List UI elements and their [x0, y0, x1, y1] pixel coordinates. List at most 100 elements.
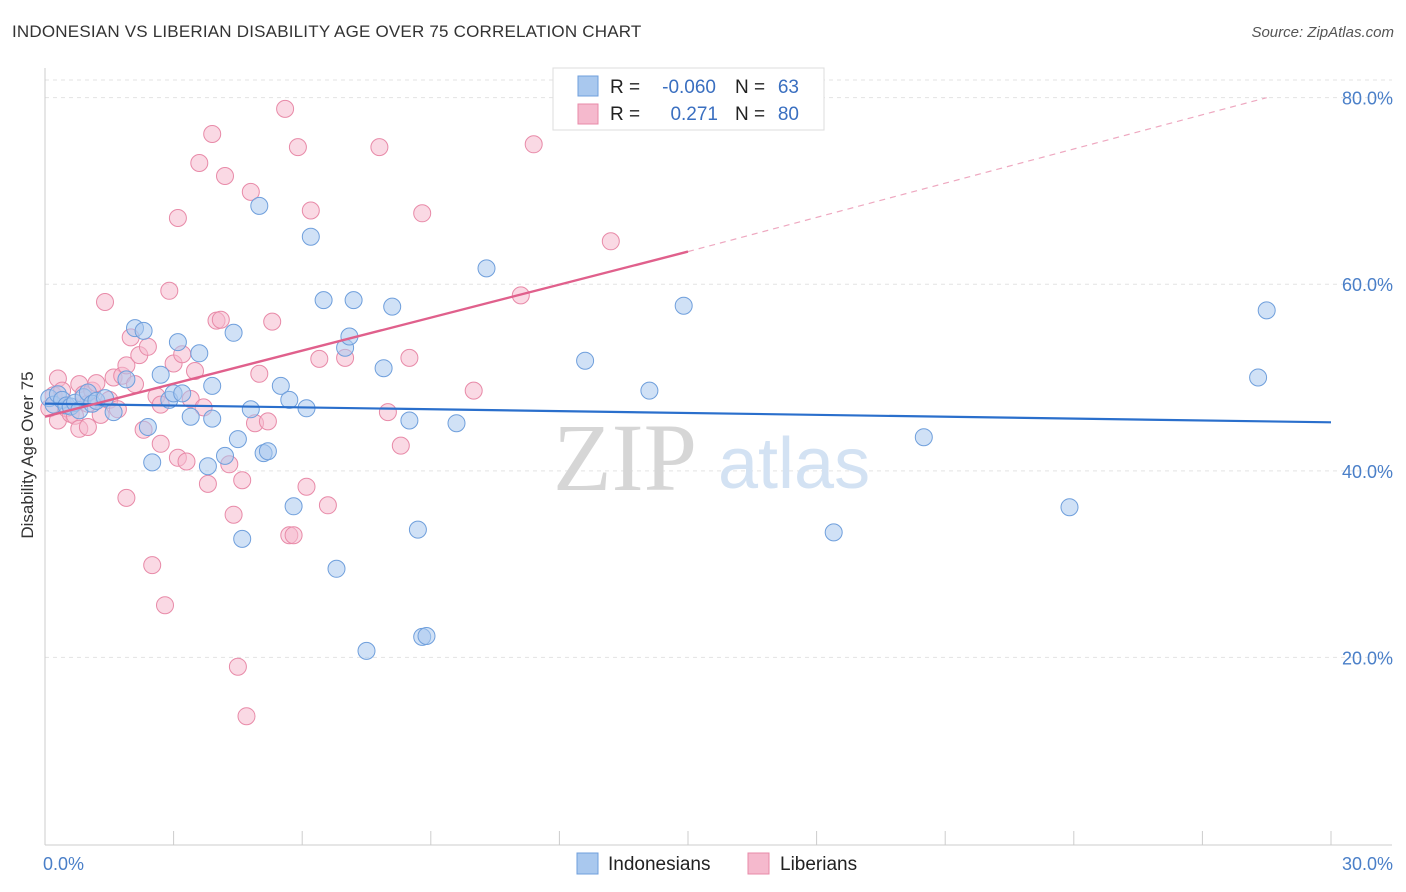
- indonesians-point-43: [327, 559, 346, 578]
- bottom-legend-indonesians: Indonesians: [608, 854, 710, 875]
- indonesians-point-23: [173, 384, 192, 403]
- indonesians-point-17: [138, 418, 157, 436]
- indonesians-point-31: [228, 430, 247, 449]
- indonesians-point-54: [447, 414, 466, 433]
- indonesians-point-46: [344, 291, 363, 310]
- watermark: ZIP atlas: [553, 404, 870, 511]
- indonesians-point-26: [198, 457, 217, 476]
- y-axis-title: Disability Age Over 75: [18, 371, 37, 538]
- indonesians-point-47: [357, 641, 376, 660]
- liberians-point-74: [524, 135, 543, 154]
- indonesians-point-34: [250, 196, 269, 215]
- x-tick-label-max: 30.0%: [1342, 854, 1393, 874]
- indonesians-point-14: [117, 370, 136, 389]
- indonesians-point-24: [181, 407, 200, 426]
- y-tick-label-40: 40.0%: [1342, 462, 1393, 482]
- y-tick-label-60: 60.0%: [1342, 275, 1393, 295]
- indonesians-point-53: [417, 627, 436, 645]
- liberians-point-60: [284, 526, 303, 545]
- watermark-atlas: atlas: [718, 424, 870, 504]
- legend-r-value-2: 0.271: [670, 104, 718, 125]
- indonesians-point-27: [203, 409, 222, 428]
- data-points: [40, 99, 1276, 726]
- liberians-point-32: [156, 596, 174, 615]
- indonesians-point-18: [143, 453, 162, 472]
- chart-title: INDONESIAN VS LIBERIAN DISABILITY AGE OV…: [12, 22, 642, 41]
- indonesians-point-28: [203, 376, 222, 395]
- indonesians-trend-line: [44, 402, 1332, 424]
- liberians-point-58: [276, 99, 295, 118]
- liberians-point-71: [413, 204, 432, 223]
- legend-n-value-2: 80: [778, 104, 799, 125]
- bottom-legend-liberians: Liberians: [780, 854, 857, 875]
- indonesians-point-59: [824, 523, 843, 542]
- indonesians-point-49: [383, 297, 402, 316]
- y-tick-label-80: 80.0%: [1342, 89, 1393, 109]
- indonesians-point-50: [400, 411, 419, 430]
- liberians-trend-extension: [687, 97, 1267, 253]
- liberians-point-65: [318, 496, 337, 515]
- liberians-point-22: [117, 488, 136, 507]
- indonesians-point-55: [477, 259, 496, 278]
- liberians-point-40: [186, 362, 204, 380]
- liberians-point-46: [211, 310, 230, 329]
- source-label: Source: ZipAtlas.com: [1251, 24, 1394, 41]
- indonesians-point-36: [258, 442, 277, 461]
- bottom-legend-swatch-indonesians: [576, 852, 599, 875]
- legend-r-label-1: R =: [610, 77, 640, 98]
- liberians-point-63: [301, 201, 320, 220]
- indonesians-point-29: [216, 446, 234, 465]
- liberians-point-49: [224, 505, 243, 524]
- legend-n-label-2: N =: [735, 104, 765, 125]
- legend-r-value-1: -0.060: [662, 77, 716, 98]
- indonesians-point-22: [168, 333, 187, 352]
- series-legend: Indonesians Liberians: [576, 852, 857, 875]
- liberians-point-75: [601, 232, 620, 251]
- indonesians-point-58: [674, 296, 693, 315]
- liberians-point-12: [78, 418, 97, 436]
- liberians-point-50: [228, 657, 247, 676]
- watermark-zip: ZIP: [553, 404, 697, 511]
- indonesians-point-51: [408, 520, 427, 539]
- liberians-point-27: [138, 337, 157, 356]
- indonesians-point-16: [134, 321, 153, 340]
- indonesians-point-60: [914, 428, 933, 447]
- indonesians-point-13: [104, 403, 123, 422]
- bottom-legend-swatch-liberians: [747, 852, 770, 875]
- legend-n-value-1: 63: [778, 77, 799, 98]
- stats-legend: R = -0.060 N = 63 R = 0.271 N = 80: [552, 67, 825, 131]
- indonesians-point-37: [271, 376, 290, 395]
- liberians-point-62: [297, 477, 316, 496]
- liberians-point-31: [151, 434, 170, 453]
- tick-labels: 20.0% 40.0% 60.0% 80.0% 0.0% 30.0%: [43, 89, 1393, 874]
- liberians-point-69: [391, 436, 410, 455]
- liberians-point-52: [237, 707, 256, 726]
- liberians-point-64: [310, 349, 329, 368]
- liberians-point-55: [250, 364, 269, 383]
- indonesians-point-39: [284, 497, 303, 516]
- liberians-point-53: [241, 182, 260, 201]
- indonesians-point-33: [241, 400, 260, 419]
- indonesians-point-56: [576, 351, 595, 370]
- indonesians-point-19: [151, 365, 170, 384]
- liberians-point-61: [288, 138, 307, 157]
- legend-swatch-liberians: [577, 103, 599, 125]
- grid-lines: [45, 79, 1392, 658]
- liberians-point-47: [216, 167, 234, 185]
- indonesians-point-61: [1060, 498, 1079, 517]
- indonesians-point-25: [190, 344, 209, 363]
- liberians-point-72: [464, 381, 483, 400]
- liberians-point-57: [263, 312, 282, 331]
- liberians-point-51: [233, 471, 252, 490]
- trend-lines: [44, 97, 1332, 424]
- indonesians-point-38: [280, 390, 299, 409]
- liberians-point-44: [203, 125, 222, 143]
- legend-n-label-1: N =: [735, 77, 765, 98]
- indonesians-point-41: [301, 227, 320, 246]
- y-tick-label-20: 20.0%: [1342, 648, 1393, 668]
- indonesians-point-30: [224, 323, 243, 342]
- indonesians-point-63: [1257, 301, 1276, 320]
- liberians-trend-line: [44, 250, 689, 418]
- liberians-point-41: [190, 154, 209, 172]
- indonesians-point-42: [314, 291, 333, 310]
